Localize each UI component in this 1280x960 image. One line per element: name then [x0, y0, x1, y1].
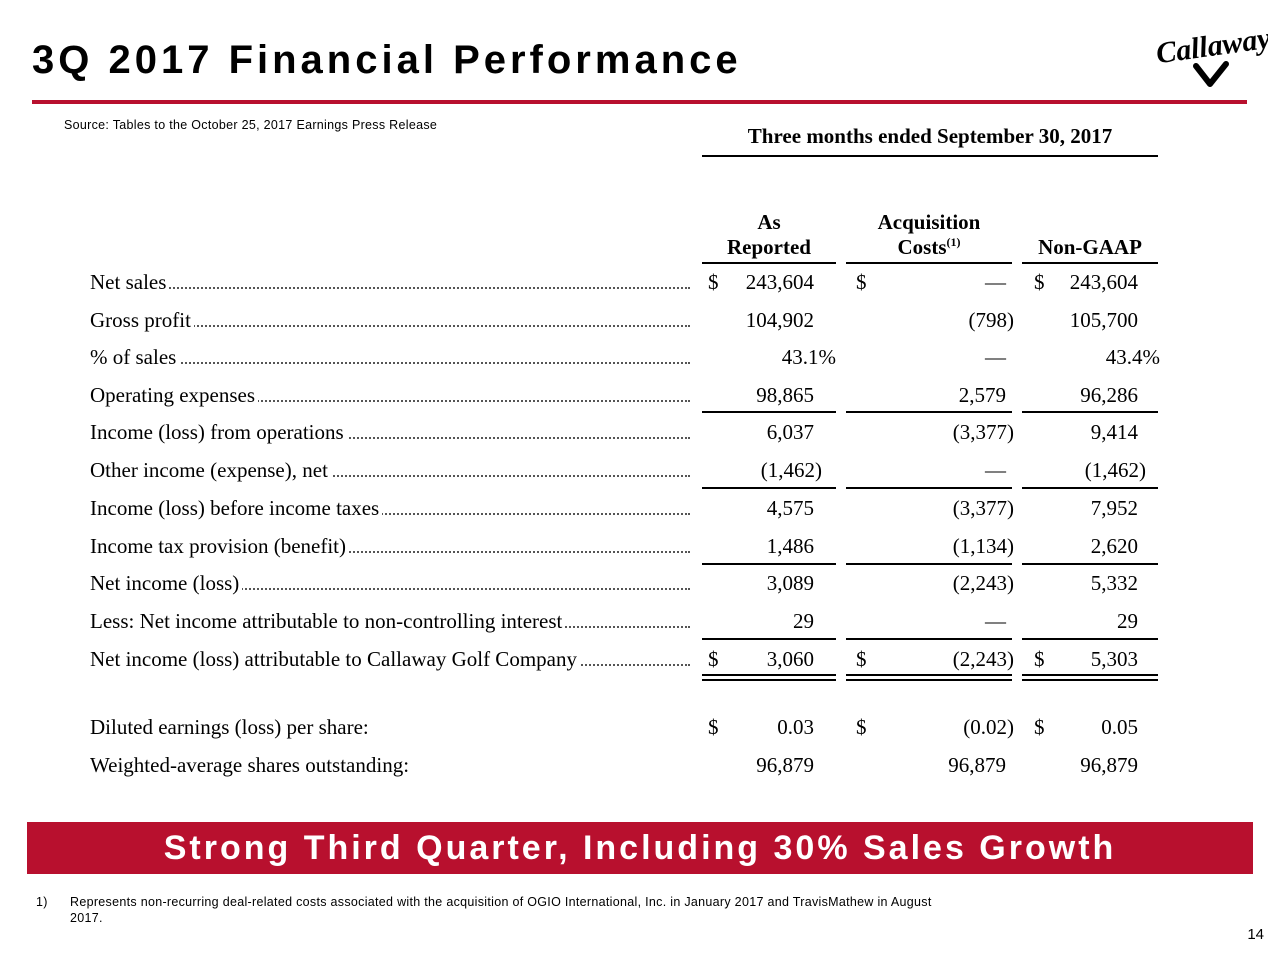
row-label-non-controlling-interest: Less: Net income attributable to non-con…: [90, 608, 690, 634]
cell-reported: 96,879: [756, 753, 814, 777]
total-double-rule: [1022, 679, 1158, 681]
currency-symbol: $: [856, 647, 867, 671]
row-label-diluted-eps: Diluted earnings (loss) per share:: [90, 714, 690, 740]
subtotal-rule: [702, 487, 836, 489]
cell-acquisition: (3,377): [952, 420, 1014, 444]
currency-symbol: $: [708, 270, 719, 294]
cell-reported: 104,902: [745, 308, 814, 332]
total-double-rule: [846, 674, 1012, 676]
currency-symbol: $: [1034, 647, 1045, 671]
row-label-net-income-attributable: Net income (loss) attributable to Callaw…: [90, 646, 690, 672]
cell-reported: 4,575: [766, 496, 814, 520]
cell-acquisition: (1,134): [952, 534, 1014, 558]
footnote-line-2: 2017.: [70, 911, 103, 925]
cell-non-gaap: 105,700: [1069, 308, 1138, 332]
slide-title: 3Q 2017 Financial Performance: [32, 38, 742, 82]
period-heading: Three months ended September 30, 2017: [747, 124, 1113, 148]
cell-non-gaap: 0.05: [1101, 715, 1138, 739]
callaway-logo: Callaway: [1152, 18, 1273, 90]
cell-acquisition: (3,377): [952, 496, 1014, 520]
col-header-non-gaap: Non-GAAP: [1038, 235, 1142, 259]
currency-symbol: $: [856, 270, 867, 294]
cell-acquisition: —: [985, 345, 1006, 369]
source-note: Source: Tables to the October 25, 2017 E…: [64, 118, 438, 132]
row-label-net-sales: Net sales: [90, 269, 690, 295]
cell-non-gaap: 7,952: [1090, 496, 1138, 520]
cell-acquisition: (2,243): [952, 571, 1014, 595]
cell-reported: 3,060: [766, 647, 814, 671]
row-label-income-tax-provision: Income tax provision (benefit): [90, 533, 690, 559]
title-divider: [32, 100, 1247, 104]
cell-non-gaap: (1,462): [1084, 458, 1146, 482]
total-double-rule: [702, 674, 836, 676]
col-header-as-reported: As Reported: [727, 210, 811, 259]
row-label-gross-profit: Gross profit: [90, 307, 690, 333]
cell-non-gaap: 29: [1117, 609, 1138, 633]
cell-reported: 6,037: [766, 420, 814, 444]
currency-symbol: $: [1034, 715, 1045, 739]
row-label-operating-expenses: Operating expenses: [90, 382, 690, 408]
subtotal-rule: [702, 638, 836, 640]
cell-acquisition: —: [985, 458, 1006, 482]
subtotal-rule: [846, 638, 1012, 640]
cell-acquisition: 96,879: [948, 753, 1006, 777]
currency-symbol: $: [1034, 270, 1045, 294]
headline-banner-text: Strong Third Quarter, Including 30% Sale…: [163, 828, 1117, 867]
cell-non-gaap: 43.4%: [1105, 345, 1160, 369]
subtotal-rule: [702, 411, 836, 413]
cell-reported: 98,865: [756, 383, 814, 407]
cell-non-gaap: 5,332: [1090, 571, 1138, 595]
subtotal-rule: [846, 563, 1012, 565]
page-number: 14: [1247, 926, 1264, 943]
subtotal-rule: [846, 487, 1012, 489]
footnote-line-1: Represents non-recurring deal-related co…: [70, 895, 932, 909]
cell-non-gaap: 9,414: [1090, 420, 1138, 444]
col-header-rule: [846, 262, 1012, 264]
subtotal-rule: [1022, 563, 1158, 565]
col-header-acquisition-costs: Acquisition Costs(1): [877, 210, 981, 259]
cell-reported: 0.03: [777, 715, 814, 739]
row-label-other-income: Other income (expense), net: [90, 457, 690, 483]
subtotal-rule: [1022, 487, 1158, 489]
subtotal-rule: [702, 563, 836, 565]
footnote-marker: 1): [36, 895, 48, 909]
cell-acquisition: 2,579: [958, 383, 1006, 407]
cell-acquisition: (0.02): [963, 715, 1014, 739]
currency-symbol: $: [708, 715, 719, 739]
row-label-percent-of-sales: % of sales: [90, 344, 690, 370]
cell-reported: 43.1%: [781, 345, 836, 369]
col-header-rule: [1022, 262, 1158, 264]
cell-non-gaap: 5,303: [1090, 647, 1138, 671]
currency-symbol: $: [856, 715, 867, 739]
cell-reported: 243,604: [745, 270, 814, 294]
cell-reported: 1,486: [766, 534, 814, 558]
currency-symbol: $: [708, 647, 719, 671]
subtotal-rule: [846, 411, 1012, 413]
period-heading-rule: [702, 155, 1158, 157]
row-label-net-income: Net income (loss): [90, 570, 690, 596]
cell-acquisition: (798): [968, 308, 1015, 332]
cell-reported: (1,462): [760, 458, 822, 482]
cell-reported: 29: [793, 609, 814, 633]
cell-acquisition: —: [985, 609, 1006, 633]
cell-non-gaap: 96,286: [1080, 383, 1138, 407]
cell-acquisition: (2,243): [952, 647, 1014, 671]
footnote-ref: (1): [946, 235, 961, 249]
cell-non-gaap: 243,604: [1069, 270, 1138, 294]
cell-non-gaap: 2,620: [1090, 534, 1138, 558]
total-double-rule: [1022, 674, 1158, 676]
total-double-rule: [846, 679, 1012, 681]
row-label-income-before-taxes: Income (loss) before income taxes: [90, 495, 690, 521]
col-header-rule: [702, 262, 836, 264]
cell-non-gaap: 96,879: [1080, 753, 1138, 777]
total-double-rule: [702, 679, 836, 681]
svg-text:Callaway: Callaway: [1154, 22, 1268, 71]
row-label-income-from-operations: Income (loss) from operations: [90, 419, 690, 445]
cell-reported: 3,089: [766, 571, 814, 595]
subtotal-rule: [1022, 411, 1158, 413]
headline-banner: Strong Third Quarter, Including 30% Sale…: [27, 822, 1253, 874]
row-label-weighted-shares: Weighted-average shares outstanding:: [90, 752, 690, 778]
cell-acquisition: —: [985, 270, 1006, 294]
subtotal-rule: [1022, 638, 1158, 640]
